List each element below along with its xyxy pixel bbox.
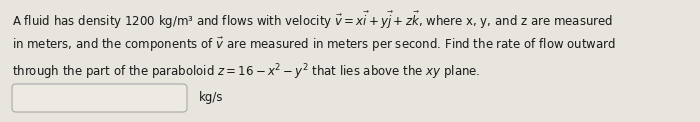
Text: in meters, and the components of $\vec{v}$ are measured in meters per second. Fi: in meters, and the components of $\vec{v… bbox=[12, 36, 616, 54]
FancyBboxPatch shape bbox=[12, 84, 187, 112]
Text: kg/s: kg/s bbox=[199, 92, 223, 105]
Text: A fluid has density 1200 kg/m³ and flows with velocity $\vec{v} = x\vec{i} + y\v: A fluid has density 1200 kg/m³ and flows… bbox=[12, 10, 613, 31]
Text: through the part of the paraboloid $z = 16 - x^2 - y^2$ that lies above the $xy$: through the part of the paraboloid $z = … bbox=[12, 62, 480, 82]
